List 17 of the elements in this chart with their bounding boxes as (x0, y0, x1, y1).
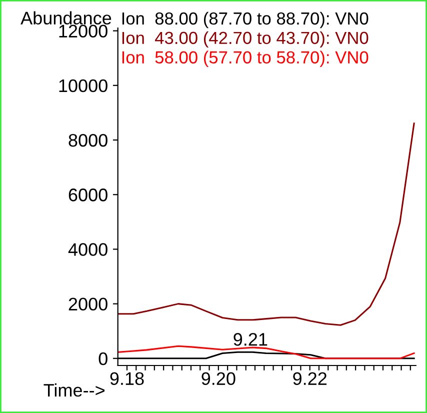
x-tick-label: 9.18 (110, 372, 144, 386)
y-tick-label: 0 (98, 352, 108, 366)
annotation: 9.21 (234, 332, 268, 346)
y-tick-label: 10000 (59, 79, 108, 92)
text: Ion 43.00 (42.70 to 43.70): VN0 (122, 31, 368, 48)
y-tick-label: 2000 (68, 298, 108, 311)
text: Ion 58.00 (57.70 to 58.70): VN0 (122, 50, 368, 67)
y-tick-label: 6000 (68, 188, 108, 202)
x-tick-label: 9.22 (293, 372, 327, 386)
x-tick-label: 9.20 (202, 372, 236, 386)
y-tick-label: 4000 (68, 243, 108, 256)
text: Ion 88.00 (87.70 to 88.70): VN0 (122, 12, 368, 28)
y-tick-label: 12000 (59, 24, 108, 38)
y-axis-title: Abundance (20, 11, 112, 25)
x-axis-title: Time--> (44, 383, 104, 397)
y-tick-label: 8000 (68, 134, 108, 147)
line-series (118, 122, 415, 326)
